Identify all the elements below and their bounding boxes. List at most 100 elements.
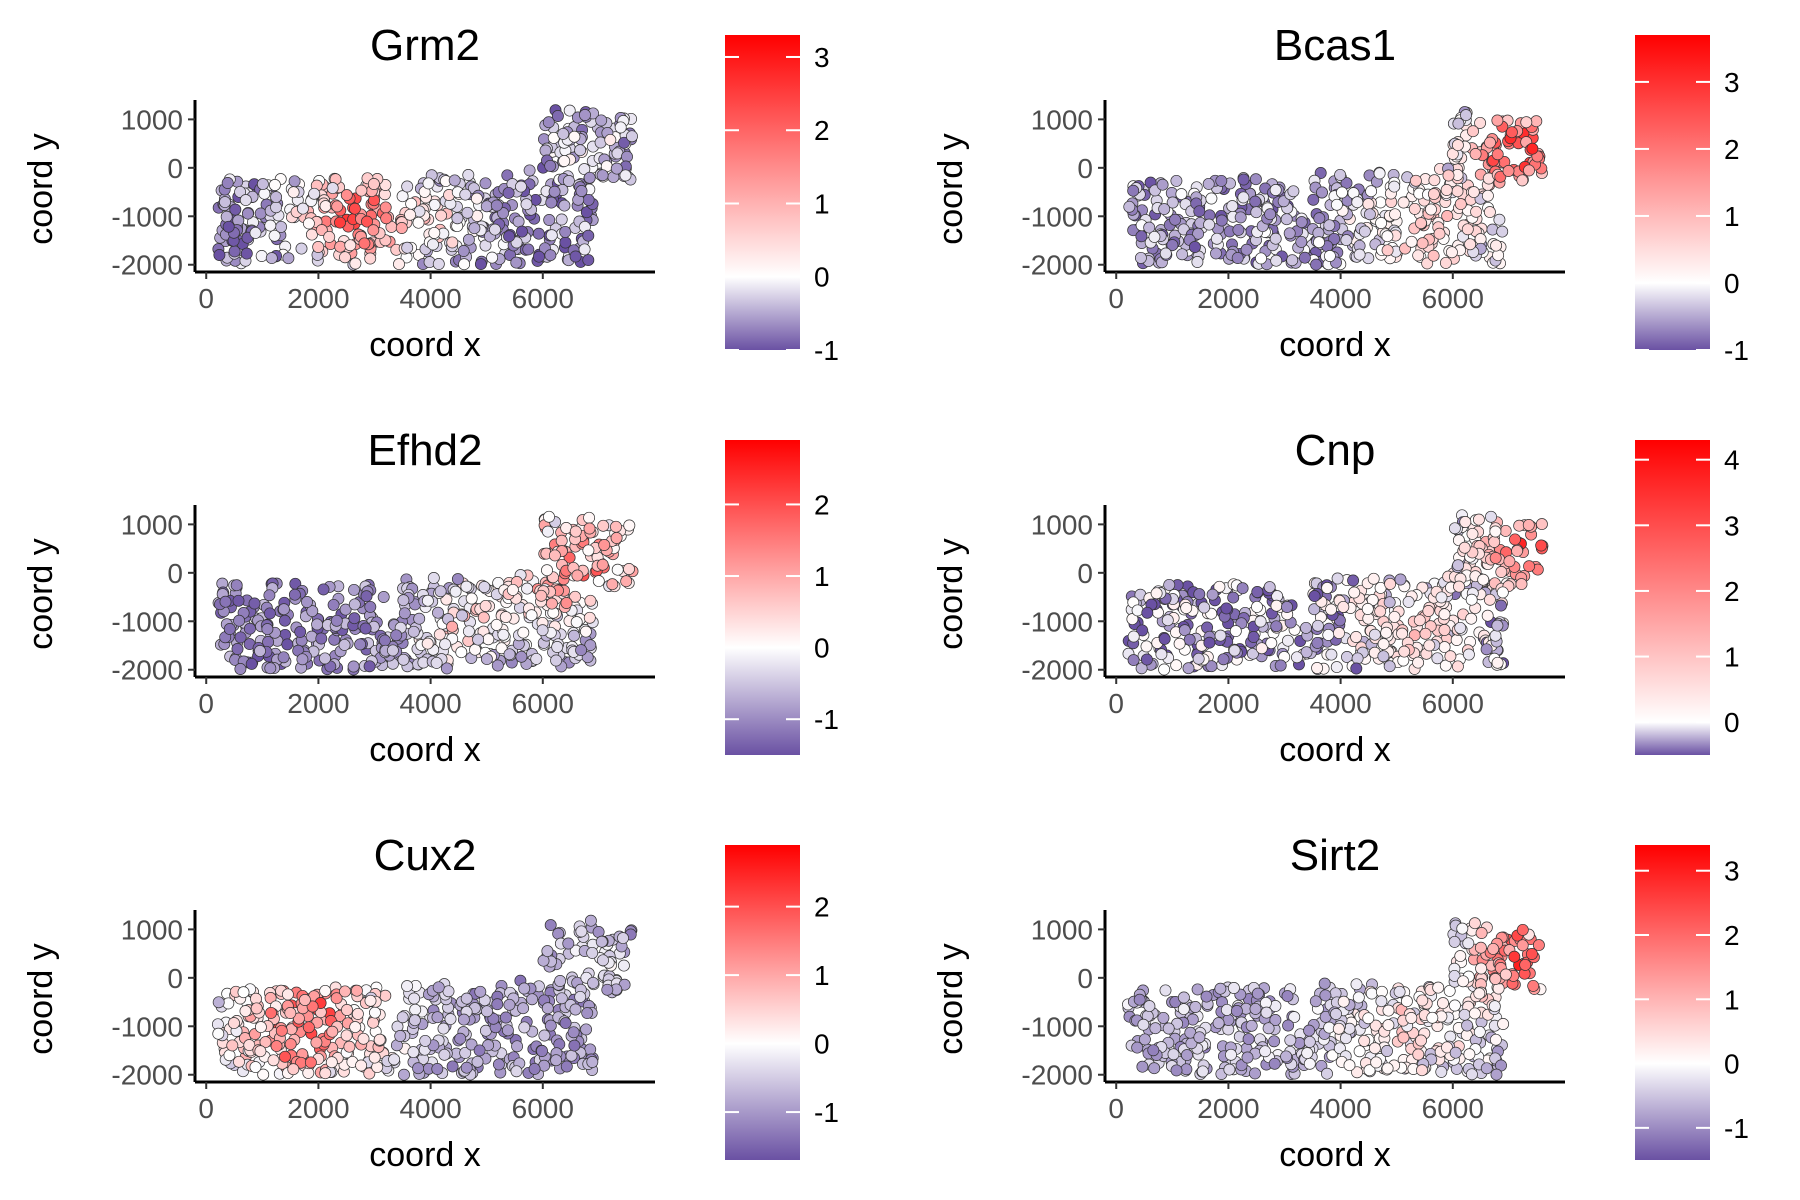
- data-point: [559, 225, 572, 238]
- data-point: [296, 202, 309, 215]
- data-point: [606, 578, 619, 591]
- data-point: [1137, 1018, 1150, 1031]
- data-point: [1330, 1008, 1342, 1020]
- data-point: [1183, 633, 1196, 646]
- data-point: [523, 164, 536, 177]
- data-point: [1383, 596, 1396, 609]
- data-point: [1193, 205, 1206, 218]
- data-point: [1135, 662, 1148, 675]
- data-point: [586, 1056, 599, 1068]
- data-point: [1242, 1033, 1255, 1046]
- data-point: [1140, 653, 1153, 666]
- data-point: [338, 638, 351, 651]
- data-point: [595, 935, 608, 948]
- data-point: [367, 1016, 380, 1029]
- data-point: [413, 612, 426, 625]
- data-point: [334, 216, 346, 229]
- data-point: [355, 1059, 368, 1072]
- data-point: [302, 217, 315, 230]
- data-point: [396, 190, 409, 203]
- data-point: [1448, 935, 1461, 948]
- data-point: [1456, 922, 1469, 935]
- data-point: [412, 216, 425, 229]
- data-point: [1149, 1022, 1162, 1035]
- data-point: [1178, 624, 1191, 637]
- data-point: [1328, 232, 1341, 245]
- data-point: [1462, 648, 1475, 661]
- data-point: [1123, 200, 1136, 213]
- data-point: [1308, 603, 1321, 616]
- data-point: [281, 988, 294, 1001]
- colorbar-tick-label: 1: [814, 188, 830, 219]
- data-point: [1362, 1012, 1375, 1025]
- data-point: [1433, 227, 1446, 240]
- data-point: [1188, 241, 1201, 253]
- data-point: [548, 549, 561, 562]
- data-point: [1155, 648, 1168, 661]
- data-point: [1321, 582, 1334, 594]
- data-point: [580, 206, 593, 219]
- data-point: [282, 252, 295, 265]
- data-point: [550, 1054, 563, 1067]
- data-point: [1405, 1012, 1418, 1024]
- data-point: [241, 207, 254, 220]
- data-point: [294, 625, 307, 638]
- data-point: [465, 1038, 478, 1051]
- data-point: [348, 612, 361, 625]
- data-point: [306, 605, 319, 618]
- data-point: [319, 984, 332, 997]
- data-point: [620, 575, 633, 588]
- data-point: [369, 1006, 381, 1019]
- data-point: [1337, 600, 1350, 613]
- data-point: [263, 607, 276, 620]
- data-point: [267, 1054, 280, 1067]
- y-tick-label: 0: [167, 558, 183, 589]
- data-point: [1350, 662, 1363, 675]
- data-point: [408, 1014, 421, 1027]
- data-point: [1444, 1030, 1457, 1043]
- data-point: [614, 121, 627, 134]
- data-point: [396, 1011, 409, 1024]
- data-point: [1353, 1045, 1366, 1058]
- data-point: [548, 185, 561, 198]
- data-point: [545, 196, 558, 209]
- data-point: [1240, 243, 1253, 256]
- data-point: [542, 116, 555, 129]
- data-point: [569, 250, 582, 263]
- data-point: [1249, 195, 1262, 208]
- data-point: [1203, 218, 1216, 231]
- colorbar-tick-label: 1: [1724, 201, 1740, 232]
- data-point: [1365, 185, 1378, 198]
- data-point: [1193, 588, 1206, 601]
- data-point: [432, 258, 445, 270]
- data-point: [569, 525, 582, 538]
- data-point: [539, 144, 552, 157]
- data-point: [428, 226, 441, 239]
- data-point: [584, 639, 597, 652]
- y-tick-label: 0: [1077, 558, 1093, 589]
- data-point: [555, 213, 568, 226]
- data-point: [1127, 630, 1140, 643]
- data-point: [237, 986, 250, 999]
- data-point: [533, 250, 545, 263]
- data-point: [277, 651, 290, 664]
- data-point: [367, 178, 380, 190]
- y-tick-label: 1000: [1031, 509, 1093, 540]
- data-point: [532, 227, 545, 240]
- data-point: [543, 510, 555, 523]
- colorbar-tick-label: 2: [1724, 134, 1740, 165]
- data-point: [1490, 1068, 1503, 1081]
- data-point: [544, 159, 557, 172]
- panel-title: Efhd2: [368, 426, 483, 475]
- data-point: [268, 179, 281, 191]
- data-point: [1311, 662, 1324, 674]
- data-point: [1350, 631, 1363, 643]
- data-point: [592, 575, 605, 588]
- y-axis-title: coord y: [22, 133, 60, 245]
- data-point: [497, 628, 510, 641]
- data-point: [1220, 1003, 1233, 1016]
- data-point: [397, 653, 410, 666]
- data-point: [460, 1061, 473, 1074]
- data-point: [1301, 1047, 1314, 1060]
- data-point: [444, 1013, 457, 1026]
